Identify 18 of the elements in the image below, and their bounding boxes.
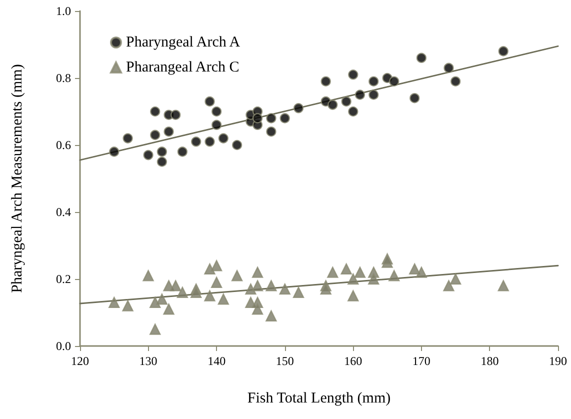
x-tick-label: 130: [139, 354, 158, 368]
legend-label: Pharyngeal Arch A: [126, 34, 240, 50]
x-tick-label: 120: [71, 354, 89, 368]
legend-label: Pharangeal Arch C: [126, 60, 240, 76]
x-tick-label: 150: [276, 354, 294, 368]
y-tick-label: 0.4: [56, 205, 71, 219]
x-tick-label: 180: [480, 354, 499, 368]
x-tick-label: 170: [412, 354, 430, 368]
y-tick-label: 0.0: [56, 339, 71, 353]
x-tick-label: 140: [208, 354, 226, 368]
y-tick-label: 1.0: [56, 4, 71, 18]
y-tick-label: 0.2: [56, 272, 71, 286]
y-tick-label: 0.6: [56, 138, 71, 152]
x-tick-label: 160: [344, 354, 362, 368]
x-tick-label: 190: [549, 354, 567, 368]
y-tick-label: 0.8: [56, 71, 71, 85]
y-axis-title: Pharyngeal Arch Measurements (mm): [10, 64, 26, 293]
x-axis-title: Fish Total Length (mm): [247, 390, 391, 406]
